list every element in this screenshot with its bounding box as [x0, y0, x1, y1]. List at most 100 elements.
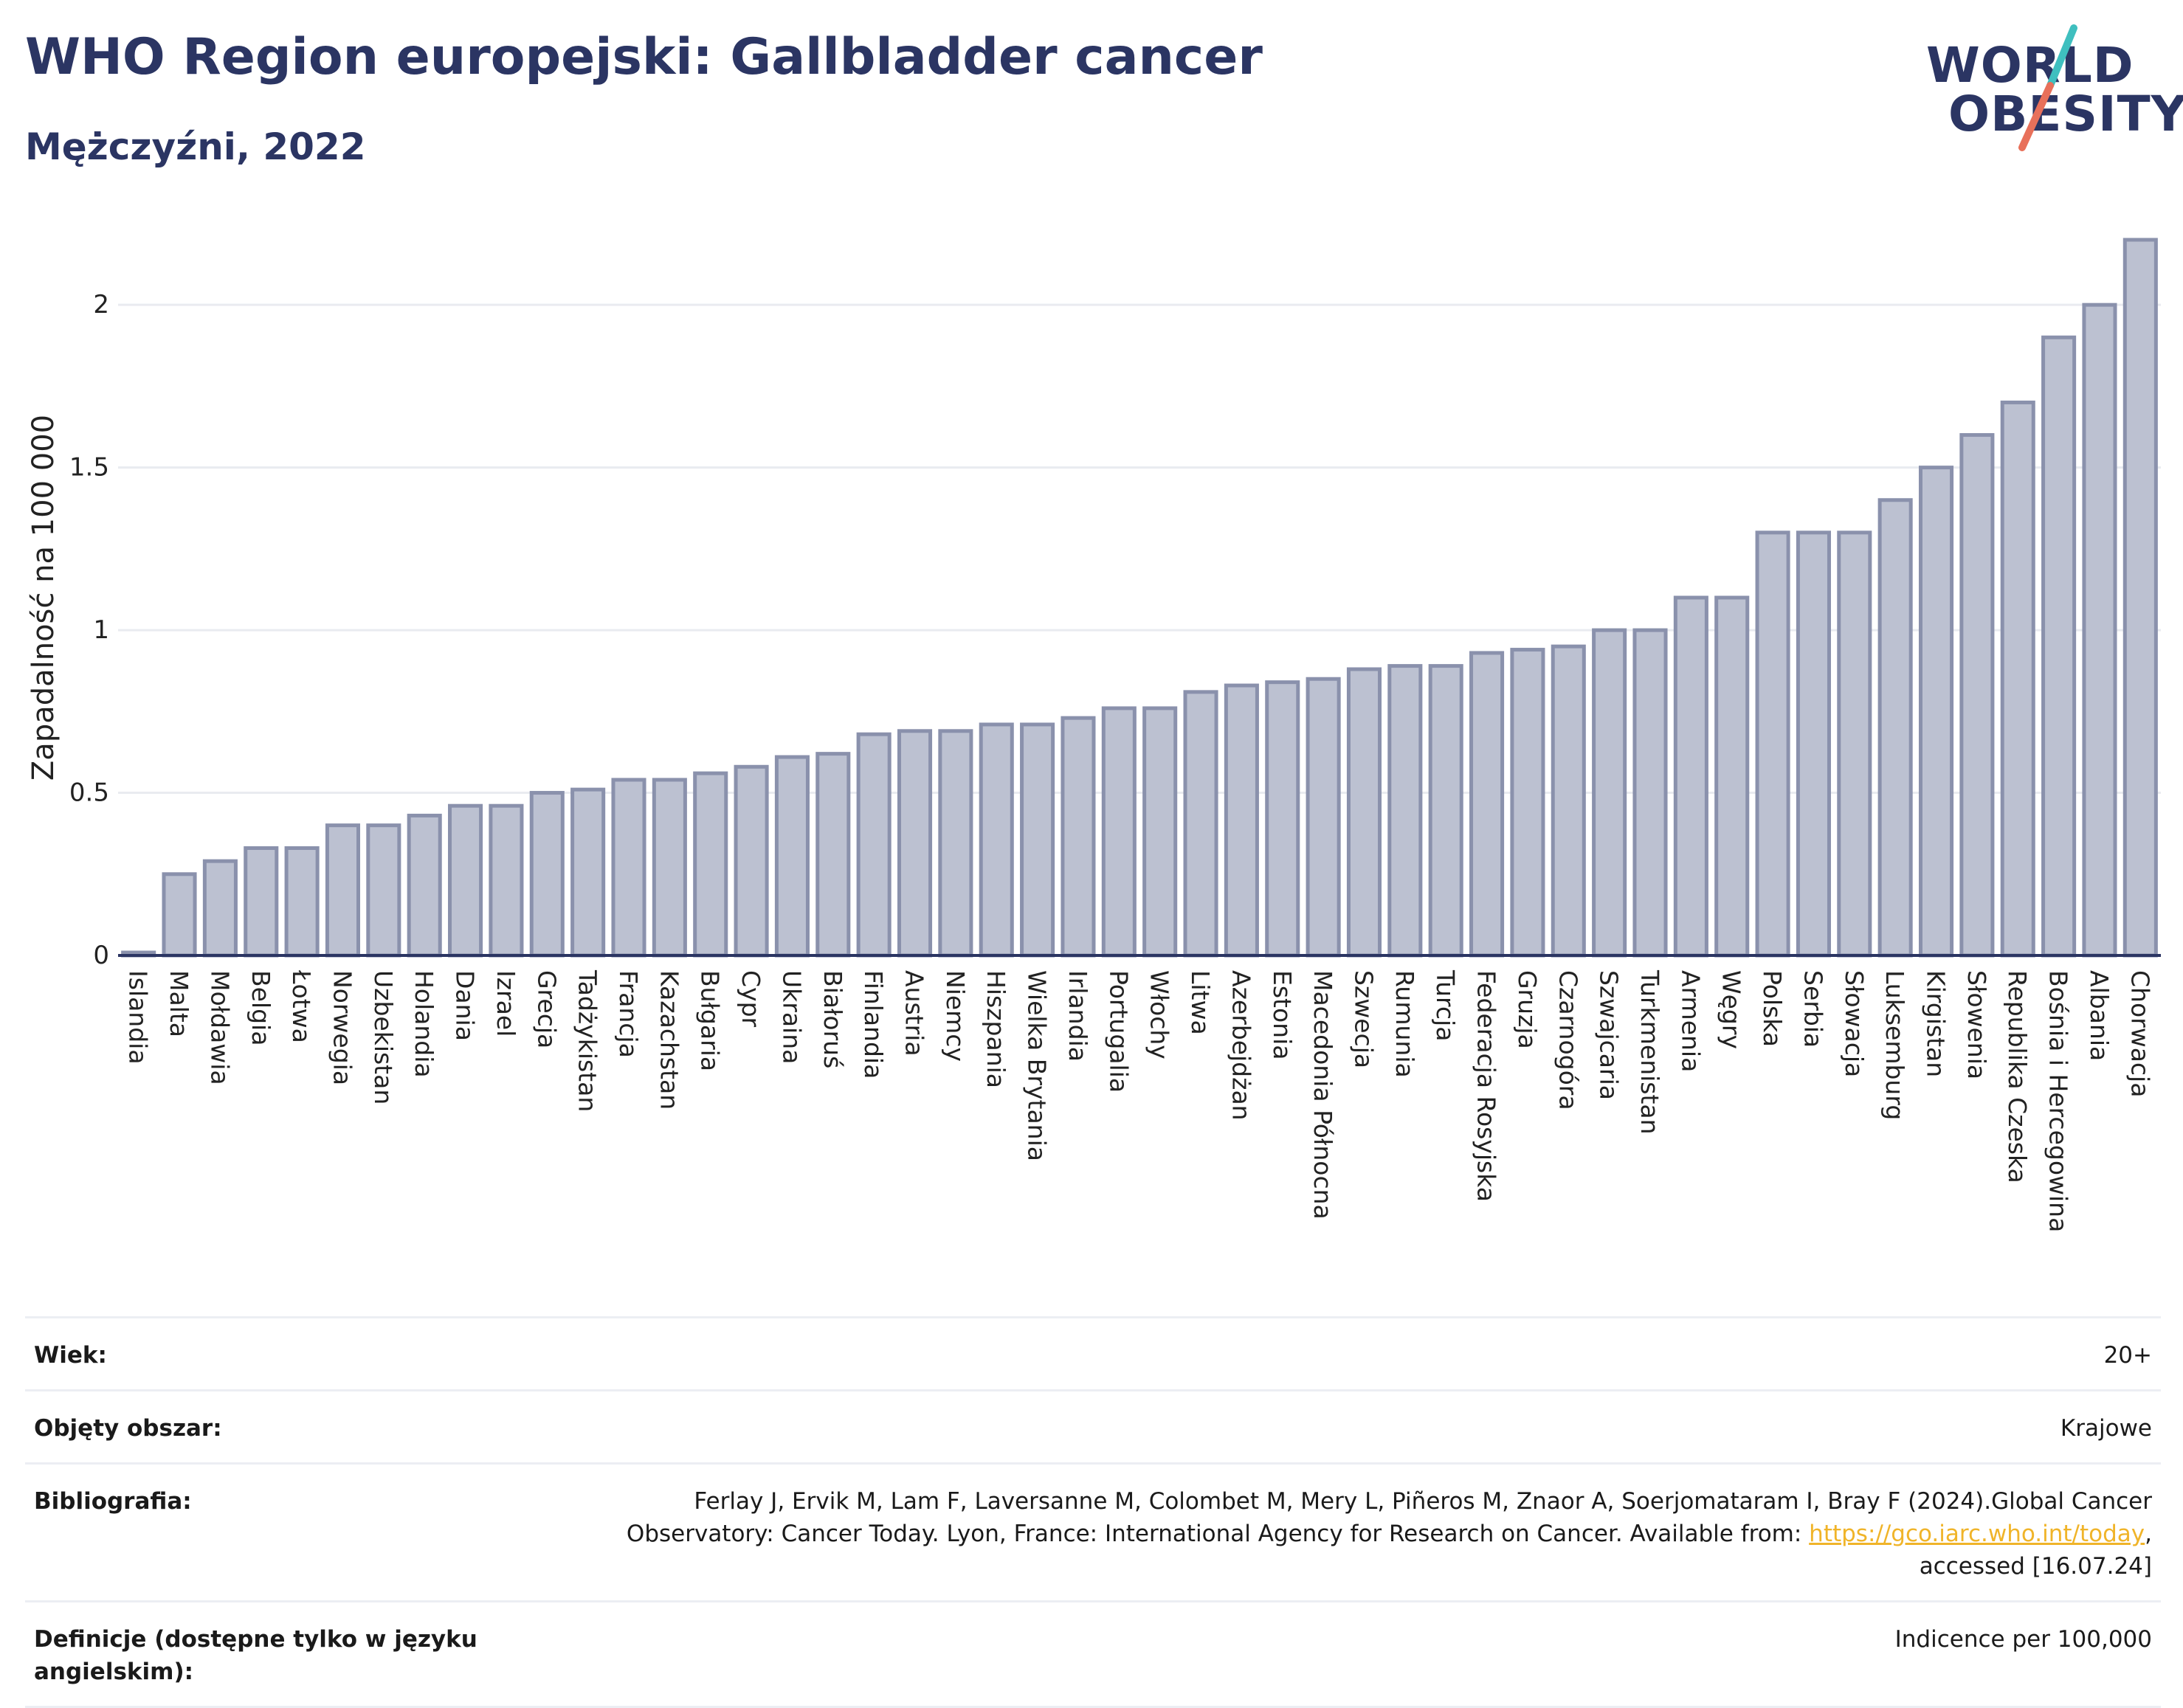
x-tick-label: Federacja Rosyjska	[1472, 970, 1501, 1202]
info-value: Ferlay J, Ervik M, Lam F, Laversanne M, …	[627, 1485, 2152, 1583]
x-tick-label: Łotwa	[287, 969, 316, 1043]
x-tick-label: Albania	[2085, 970, 2114, 1061]
x-tick-label: Macedonia Północna	[1308, 970, 1337, 1220]
x-tick-label: Słowacja	[1840, 970, 1869, 1077]
x-tick-label: Kirgistan	[1922, 970, 1951, 1077]
x-tick-label: Czarnogóra	[1553, 970, 1582, 1110]
x-tick-label: Austria	[900, 970, 929, 1057]
info-value: Indicence per 100,000	[1894, 1626, 2152, 1653]
bar	[611, 778, 646, 958]
x-tick-label: Norwegia	[328, 970, 356, 1085]
x-tick-label: Irlandia	[1063, 970, 1092, 1062]
info-key: Wiek:	[34, 1342, 107, 1369]
x-tick-label: Polska	[1758, 970, 1787, 1047]
bar	[570, 787, 606, 958]
y-tick-label: 2	[93, 290, 109, 319]
bar	[366, 823, 401, 958]
bar	[529, 791, 565, 958]
x-tick-label: Białoruś	[818, 970, 847, 1068]
source-link[interactable]: https://gco.iarc.who.int/today	[1809, 1521, 2145, 1547]
bar	[1101, 706, 1137, 958]
x-tick-label: Francja	[614, 970, 643, 1058]
x-tick-label: Belgia	[246, 970, 275, 1045]
x-tick-label: Tadżykistan	[573, 969, 602, 1112]
bar	[407, 813, 442, 958]
bar	[2122, 238, 2158, 958]
bar	[448, 803, 483, 958]
bar	[1877, 498, 1913, 958]
info-key: Bibliografia:	[34, 1488, 192, 1515]
info-value: Krajowe	[2060, 1415, 2152, 1442]
bar	[1142, 706, 1178, 958]
bar	[1551, 644, 1586, 958]
x-tick-label: Cypr	[737, 970, 765, 1028]
x-tick-label: Litwa	[1186, 970, 1215, 1035]
bar	[1510, 648, 1545, 958]
bar-chart: 0 0.5 1 1.5 2 Islandia Malta Mołdawia Belgia Łot…	[27, 238, 2161, 1232]
chart-subtitle: Mężczyźni, 2022	[25, 125, 366, 168]
info-row-coverage: Objęty obszar: Krajowe	[25, 1389, 2161, 1462]
x-tick-label: Estonia	[1268, 970, 1297, 1059]
bar	[1632, 628, 1668, 958]
x-tick-label: Włochy	[1145, 970, 1174, 1059]
x-tick-label: Gruzja	[1513, 970, 1542, 1049]
bibliography-line2: Observatory: Cancer Today. Lyon, France:…	[626, 1521, 1810, 1547]
x-tick-label: Słowenia	[1962, 970, 1991, 1079]
x-tick-label: Islandia	[124, 970, 153, 1065]
info-table: Wiek: 20+ Objęty obszar: Krajowe Bibliog…	[25, 1316, 2161, 1708]
y-tick-labels: 0 0.5 1 1.5 2	[69, 290, 109, 970]
bar	[652, 778, 687, 958]
x-tick-labels: Islandia Malta Mołdawia Belgia Łotwa Norwegia…	[124, 969, 2155, 1232]
bar	[1592, 628, 1627, 958]
x-tick-label: Hiszpania	[982, 970, 1010, 1088]
info-row-age: Wiek: 20+	[25, 1316, 2161, 1389]
bar	[815, 752, 851, 958]
logo-line2: OBESITY	[1948, 86, 2183, 142]
bar	[489, 803, 524, 958]
bar	[734, 764, 769, 958]
bibliography-line1: Ferlay J, Ervik M, Lam F, Laversanne M, …	[694, 1488, 2152, 1515]
x-tick-label: Dania	[451, 970, 480, 1041]
bars	[121, 238, 2158, 958]
bar	[284, 846, 320, 958]
info-value: 20+	[2103, 1342, 2152, 1369]
bar	[2000, 400, 2035, 958]
bar	[1061, 716, 1096, 958]
x-tick-label: Izrael	[492, 970, 520, 1037]
x-tick-label: Luksemburg	[1880, 970, 1909, 1120]
bibliography-line2-end: ,	[2145, 1521, 2152, 1547]
bar	[938, 729, 973, 958]
bar	[1918, 466, 1954, 958]
x-tick-label: Ukraina	[777, 970, 806, 1064]
x-tick-label: Armenia	[1676, 970, 1705, 1072]
bar	[1306, 677, 1341, 958]
info-row-definitions: Definicje (dostępne tylko w języku angie…	[25, 1600, 2161, 1708]
bibliography-line3: accessed [16.07.24]	[1919, 1553, 2152, 1580]
bar	[1469, 651, 1505, 958]
x-tick-label: Serbia	[1799, 970, 1827, 1048]
y-tick-label: 1	[93, 615, 109, 645]
x-tick-label: Kazachstan	[655, 970, 683, 1110]
bar	[1959, 433, 1995, 958]
x-tick-label: Niemcy	[941, 970, 970, 1062]
bar	[1020, 722, 1055, 958]
bar	[2082, 302, 2117, 958]
bar	[897, 729, 933, 958]
x-tick-label: Szwajcaria	[1595, 970, 1624, 1100]
y-tick-label: 0	[93, 941, 109, 970]
bar	[856, 732, 892, 958]
bar	[244, 846, 279, 958]
x-tick-label: Uzbekistan	[369, 970, 398, 1104]
x-tick-label: Rumunia	[1390, 970, 1419, 1078]
bar	[1346, 667, 1382, 958]
logo-line1: WORLD	[1926, 37, 2134, 94]
bar	[979, 722, 1014, 958]
x-tick-label: Węgry	[1717, 970, 1746, 1049]
x-tick-label: Turkmenistan	[1635, 969, 1664, 1135]
y-tick-label: 1.5	[69, 453, 109, 483]
bar	[1755, 530, 1790, 958]
x-tick-label: Szwecja	[1349, 970, 1378, 1068]
bar	[1714, 595, 1750, 958]
x-tick-label: Wielka Brytania	[1023, 970, 1052, 1161]
bar	[1387, 664, 1423, 958]
